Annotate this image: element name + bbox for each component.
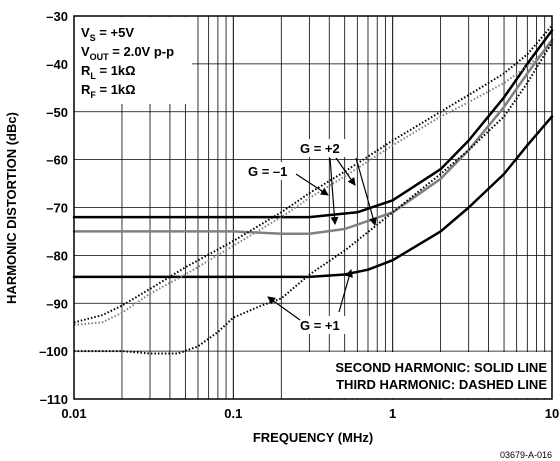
x-tick-label: 0.01 bbox=[61, 406, 86, 421]
annotation-arrows bbox=[267, 157, 377, 321]
y-tick-label: –100 bbox=[39, 344, 68, 359]
plot-frame bbox=[73, 15, 553, 400]
x-tick-label: 0.1 bbox=[224, 406, 242, 421]
legend-note-dashed: THIRD HARMONIC: DASHED LINE bbox=[336, 377, 547, 392]
curves bbox=[72, 24, 554, 355]
annotation-arrow bbox=[295, 173, 329, 196]
x-axis-label: FREQUENCY (MHz) bbox=[253, 430, 373, 445]
label-g-minus1: G = –1 bbox=[248, 164, 287, 179]
x-tick-label: 10 bbox=[545, 406, 559, 421]
annotation-arrow bbox=[338, 269, 353, 313]
x-tick-label: 1 bbox=[389, 406, 396, 421]
label-g-plus1: G = +1 bbox=[300, 318, 340, 333]
third-harmonic-curve bbox=[74, 41, 553, 355]
label-g-plus2-bg bbox=[296, 139, 348, 157]
conditions-box bbox=[75, 17, 192, 104]
y-tick-label: –80 bbox=[46, 248, 68, 263]
legend-note-box bbox=[304, 352, 551, 398]
condition-vs: VS = +5V bbox=[81, 25, 134, 43]
condition-rl: RL = 1kΩ bbox=[81, 63, 136, 81]
y-tick-label: –60 bbox=[46, 153, 68, 168]
annotation-arrow bbox=[329, 157, 339, 225]
legend-note-solid: SECOND HARMONIC: SOLID LINE bbox=[335, 360, 547, 375]
y-tick-label: –50 bbox=[46, 105, 68, 120]
y-tick-label: –90 bbox=[46, 296, 68, 311]
y-tick-label: –30 bbox=[46, 9, 68, 24]
annotation-arrow bbox=[267, 296, 301, 321]
label-g-minus1-bg bbox=[244, 162, 294, 180]
y-tick-label: –40 bbox=[46, 57, 68, 72]
y-tick-label: –70 bbox=[46, 201, 68, 216]
annotation-arrow bbox=[355, 157, 377, 226]
second-harmonic-curve bbox=[72, 115, 554, 279]
condition-vout: VOUT = 2.0V p-p bbox=[81, 44, 174, 62]
tick-labels: 0.01 0.1 1 10 –30 –40 –50 –60 –70 –80 –90 –100 –110 bbox=[39, 9, 559, 421]
y-tick-label: –110 bbox=[40, 392, 68, 407]
label-g-plus2: G = +2 bbox=[300, 141, 340, 156]
third-harmonic-curve bbox=[73, 43, 553, 326]
y-axis-label: HARMONIC DISTORTION (dBc) bbox=[4, 112, 19, 304]
second-harmonic-curve bbox=[72, 38, 554, 236]
condition-rf: RF = 1kΩ bbox=[81, 82, 136, 100]
annotation-arrow bbox=[335, 157, 356, 186]
figure-code: 03679-A-016 bbox=[500, 450, 552, 460]
label-g-plus1-bg bbox=[296, 316, 348, 334]
third-harmonic-curve bbox=[73, 24, 553, 324]
